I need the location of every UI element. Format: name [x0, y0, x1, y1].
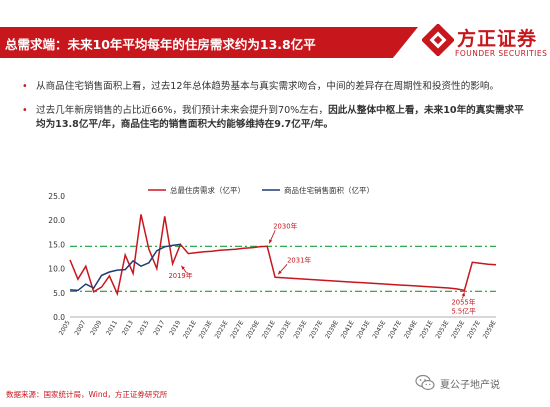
legend-label-sales-area: 商品住宅销售面积（亿平） [284, 185, 374, 195]
bullet-item: • 过去几年新房销售的占比近66%，我们预计未来会提升到70%左右，因此从整体中… [22, 104, 530, 132]
wechat-icon [415, 374, 435, 391]
y-tick-label: 10.0 [48, 265, 65, 274]
brand-subtitle: FOUNDER SECURITIES [455, 49, 548, 58]
bullet-list: • 从商品住宅销售面积上看，过去12年总体趋势基本与真实需求吻合，中间的差异存在… [22, 80, 530, 142]
x-tick-label: 2007 [74, 319, 88, 336]
founder-logo-icon [422, 24, 454, 56]
x-tick-label: 2051E [419, 319, 435, 340]
annotation-arrow-head [461, 292, 465, 297]
bullet-text: 过去几年新房销售的占比近66%，我们预计未来会提升到70%左右， [36, 105, 329, 116]
series-line-total-demand [69, 214, 497, 297]
x-tick-label: 2019 [168, 319, 182, 336]
x-tick-label: 2021E [182, 319, 198, 340]
annotation-label: 2031年 [287, 255, 311, 264]
y-tick-label: 0.0 [53, 313, 65, 322]
annotation-label: 5.5亿平 [451, 306, 476, 315]
x-tick-label: 2005 [58, 319, 72, 336]
x-tick-label: 2057E [466, 319, 482, 340]
watermark: 夏公子地产说 [415, 372, 500, 394]
x-tick-label: 2023E [198, 319, 214, 340]
brand-logo: 方正证券 FOUNDER SECURITIES [422, 22, 548, 62]
x-tick-label: 2047E [387, 319, 403, 340]
x-tick-label: 2011 [105, 319, 119, 336]
annotation-label: 2030年 [273, 221, 297, 230]
x-tick-label: 2015 [137, 319, 151, 336]
x-tick-label: 2035E [293, 319, 309, 340]
x-tick-label: 2025E [214, 319, 230, 340]
annotation-arrow-head [181, 265, 185, 270]
brand-name: 方正证券 [457, 28, 538, 50]
x-tick-label: 2053E [435, 319, 451, 340]
x-tick-label: 2049E [403, 319, 419, 340]
x-tick-label: 2043E [356, 319, 372, 340]
annotation-label: 2055年 [451, 297, 475, 306]
source-note: 数据来源：国家统计局，Wind，方正证券研究所 [6, 390, 168, 399]
x-tick-label: 2033E [277, 319, 293, 340]
bullet-item: • 从商品住宅销售面积上看，过去12年总体趋势基本与真实需求吻合，中间的差异存在… [22, 80, 530, 94]
bullet-dot-icon: • [22, 105, 28, 116]
x-tick-label: 2055E [450, 319, 466, 340]
x-tick-label: 2029E [245, 319, 261, 340]
x-tick-label: 2059E [482, 319, 498, 340]
y-tick-label: 5.0 [53, 289, 65, 298]
y-tick-label: 15.0 [48, 240, 65, 249]
x-tick-label: 2017 [152, 319, 166, 336]
x-tick-label: 2027E [229, 319, 245, 340]
watermark-text: 夏公子地产说 [440, 379, 500, 391]
x-tick-label: 2045E [371, 319, 387, 340]
x-tick-label: 2037E [308, 319, 324, 340]
bullet-text: 从商品住宅销售面积上看，过去12年总体趋势基本与真实需求吻合，中间的差异存在周期… [36, 81, 500, 92]
x-tick-label: 2009 [89, 319, 103, 336]
header-bar [0, 27, 418, 58]
legend-label-total-demand: 总最住房需求（亿平） [170, 185, 245, 195]
series-line-sales-area [69, 243, 181, 292]
page-title: 总需求端：未来10年平均每年的住房需求约为13.8亿平 [5, 37, 316, 52]
annotation-label: 2019年 [168, 271, 192, 280]
bullet-bold-text: 因此从整体中枢上看，未来10年的真实需求平均为13.8亿平/年，商品住宅的销售面… [36, 105, 524, 130]
annotation-arrow-head [269, 239, 273, 244]
x-tick-label: 2041E [340, 319, 356, 340]
annotation-arrow-head [278, 270, 282, 275]
x-tick-label: 2013 [121, 319, 135, 336]
x-tick-label: 2039E [324, 319, 340, 340]
y-tick-label: 20.0 [48, 216, 65, 225]
x-tick-label: 2031E [261, 319, 277, 340]
bullet-dot-icon: • [22, 81, 28, 92]
y-tick-label: 25.0 [48, 192, 65, 201]
